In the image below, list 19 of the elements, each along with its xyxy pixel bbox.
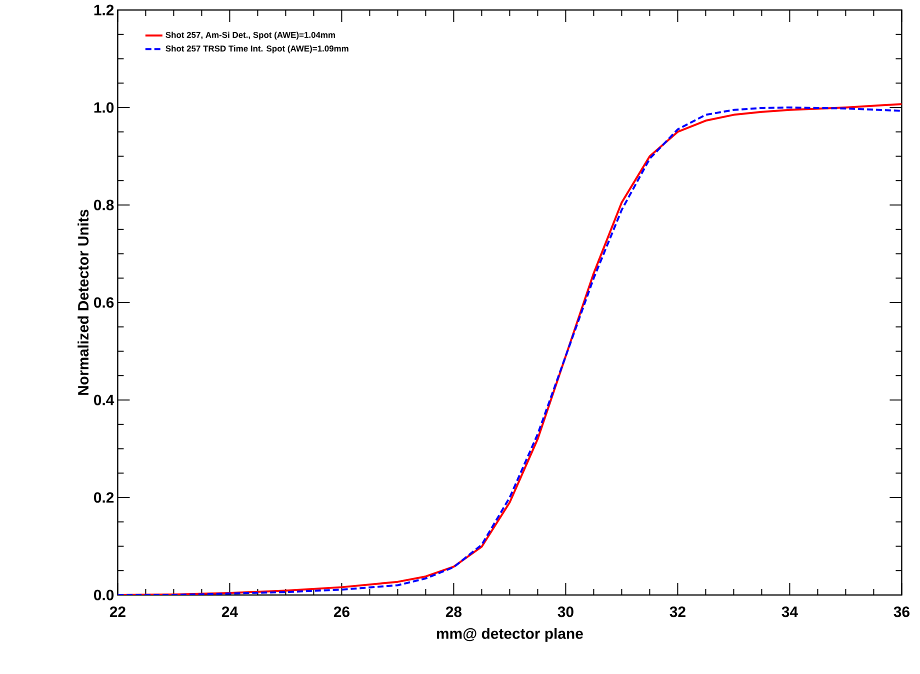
y-tick-label: 1.2 (94, 4, 114, 16)
y-tick-label: 1.0 (94, 102, 114, 113)
x-tick-label: 28 (446, 606, 462, 618)
y-axis-title: Normalized Detector Units (78, 210, 89, 395)
x-axis-title: mm@ detector plane (436, 628, 583, 642)
x-tick-label: 30 (558, 606, 574, 618)
y-tick-label: 0.0 (94, 590, 114, 600)
y-tick-label: 0.6 (94, 297, 114, 308)
y-tick-label: 0.2 (94, 492, 114, 503)
x-tick-label: 36 (894, 606, 910, 618)
x-tick-label: 32 (670, 606, 686, 618)
x-tick-label: 22 (110, 606, 126, 617)
legend-label: Shot 257 TRSD Time Int. Spot (AWE)=1.09mm (166, 45, 348, 54)
y-tick-label: 0.4 (94, 394, 114, 406)
y-tick-label: 0.8 (94, 200, 114, 210)
x-tick-label: 26 (334, 606, 350, 618)
legend-label: Shot 257, Am-Si Det., Spot (AWE)=1.04mm (166, 32, 335, 40)
x-tick-label: 24 (222, 606, 238, 617)
x-tick-label: 34 (782, 606, 798, 618)
